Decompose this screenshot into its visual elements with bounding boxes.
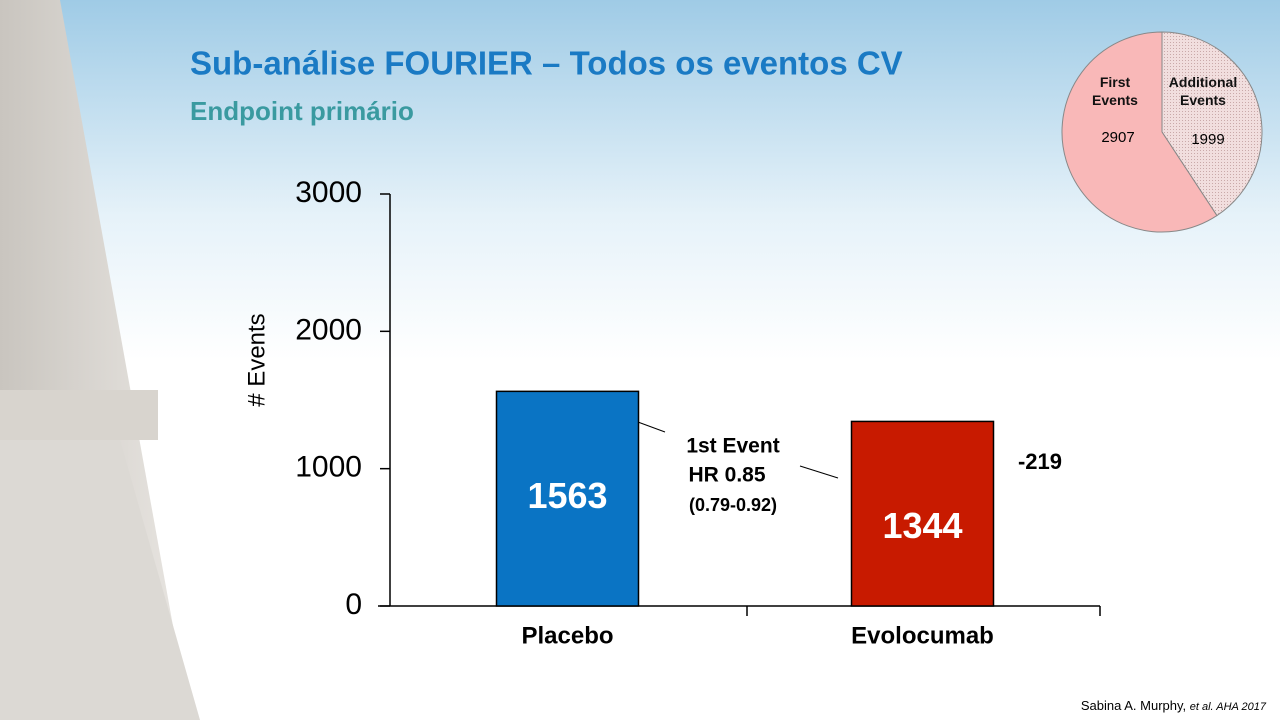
pie-label: First Events <box>1092 74 1138 108</box>
y-axis-label: # Events <box>243 313 270 406</box>
y-tick-label: 3000 <box>295 176 362 209</box>
citation: Sabina A. Murphy, et al. AHA 2017 <box>1081 698 1267 713</box>
ledge <box>0 390 158 440</box>
pie-value: 1999 <box>1191 131 1224 148</box>
citation-source: et al. AHA 2017 <box>1190 701 1267 713</box>
citation-author: Sabina A. Murphy, <box>1081 698 1186 713</box>
pie-slice <box>1061 31 1218 233</box>
annotation: -219 <box>1018 449 1062 474</box>
annotation-line <box>799 465 839 479</box>
bar <box>850 420 995 607</box>
pie-label: Additional Events <box>1168 74 1238 108</box>
y-tick-label: 2000 <box>295 313 362 346</box>
annotation: (0.79-0.92) <box>689 495 777 515</box>
slide-subtitle: Endpoint primário <box>190 96 414 126</box>
slide-title: Sub-análise FOURIER – Todos os eventos C… <box>190 45 903 82</box>
value-label: 1563 <box>527 475 607 516</box>
value-label: 1344 <box>882 505 962 546</box>
wall-lower <box>0 440 200 720</box>
x-tick-label: Placebo <box>521 622 613 649</box>
annotation: HR 0.85 <box>688 464 765 487</box>
annotation: 1st Event <box>686 435 779 458</box>
y-tick-label: 1000 <box>295 451 362 484</box>
pie-value: 2907 <box>1101 129 1134 146</box>
x-tick-label: Evolocumab <box>851 622 994 649</box>
y-tick-label: 0 <box>345 588 362 621</box>
bar <box>495 390 640 607</box>
